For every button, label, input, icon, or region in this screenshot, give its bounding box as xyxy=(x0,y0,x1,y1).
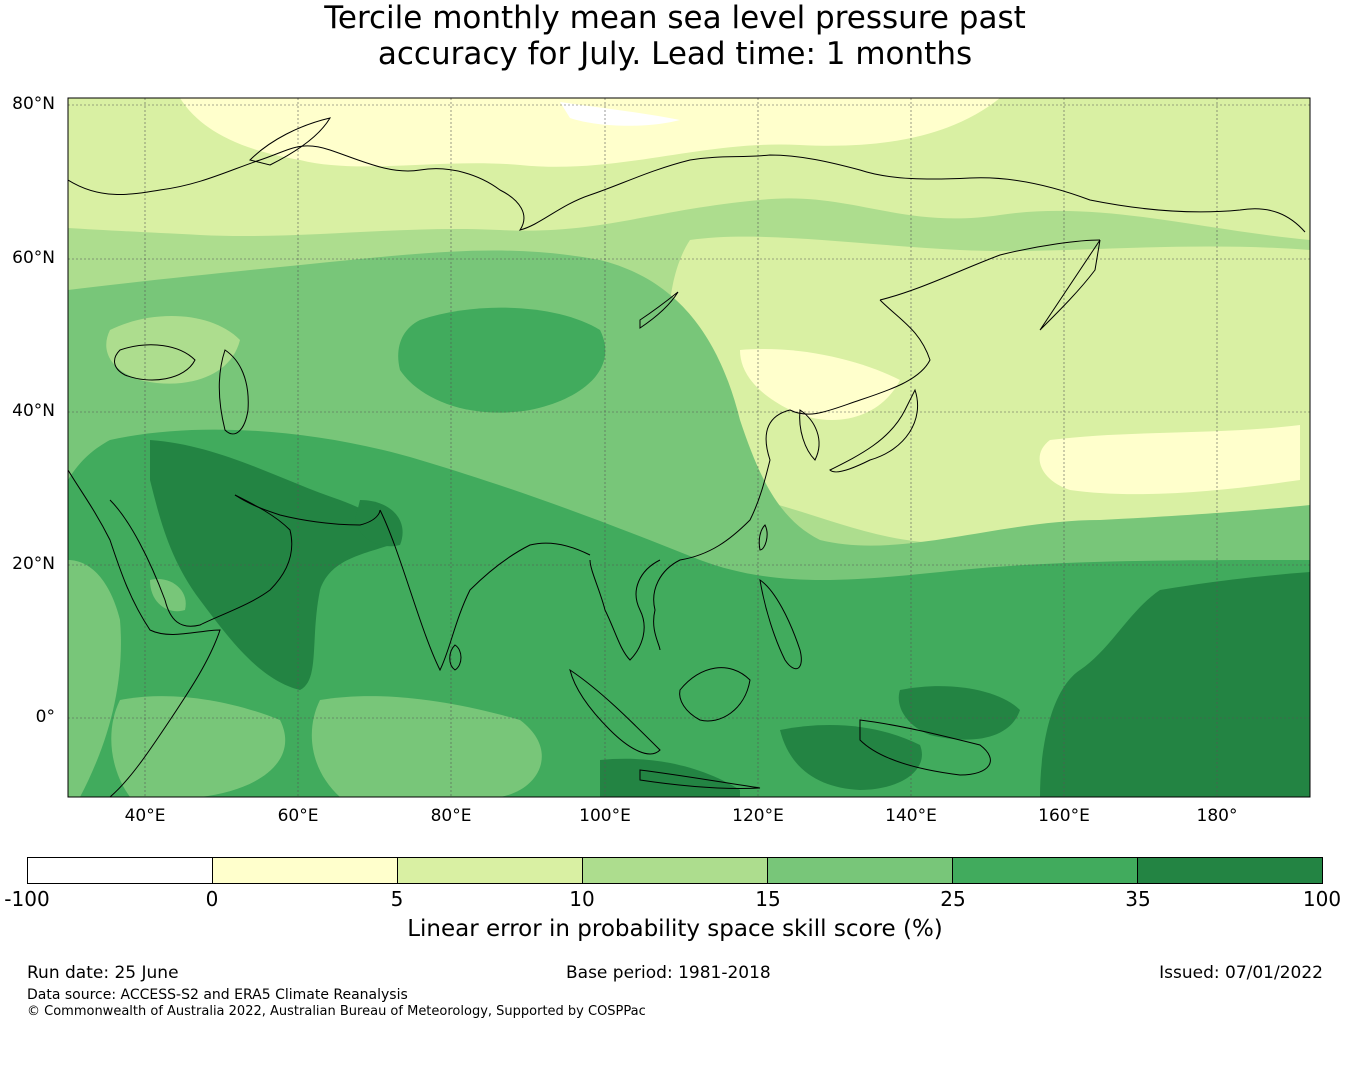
colorbar-tick: 100 xyxy=(1302,887,1342,911)
skill-band-35-100 xyxy=(898,686,1020,740)
lon-label-80e: 80°E xyxy=(430,806,472,826)
skill-band-0-5 xyxy=(740,349,900,420)
lon-label-180: 180° xyxy=(1196,806,1238,826)
skill-band-35-100 xyxy=(150,440,393,690)
colorbar-segment xyxy=(213,858,398,883)
map-frame xyxy=(67,97,1311,798)
lat-label-20n: 20°N xyxy=(12,554,55,574)
colorbar-segment xyxy=(1138,858,1322,883)
copyright: © Commonwealth of Australia 2022, Austra… xyxy=(27,1004,646,1019)
base-period: Base period: 1981-2018 xyxy=(566,963,771,983)
colorbar-tick: 35 xyxy=(1125,887,1151,911)
colorbar xyxy=(27,857,1323,884)
data-source: Data source: ACCESS-S2 and ERA5 Climate … xyxy=(27,987,408,1003)
lat-label-60n: 60°N xyxy=(12,248,55,268)
map-title-line1: Tercile monthly mean sea level pressure … xyxy=(324,0,1026,36)
colorbar-tick: 0 xyxy=(205,887,219,911)
skill-band-35-100 xyxy=(1040,572,1310,797)
lat-label-40n: 40°N xyxy=(12,401,55,421)
run-date: Run date: 25 June xyxy=(27,963,179,983)
skill-band-35-100 xyxy=(780,725,922,790)
skill-band-10-15 xyxy=(106,316,240,384)
colorbar-segment xyxy=(583,858,768,883)
lon-label-140e: 140°E xyxy=(885,806,937,826)
lat-label-0: 0° xyxy=(35,707,55,727)
lon-label-160e: 160°E xyxy=(1038,806,1090,826)
graticule xyxy=(68,98,1310,797)
lon-label-120e: 120°E xyxy=(732,806,784,826)
colorbar-segment xyxy=(953,858,1138,883)
colorbar-tick: 25 xyxy=(940,887,966,911)
colorbar-title: Linear error in probability space skill … xyxy=(407,916,943,942)
colorbar-tick: 10 xyxy=(569,887,595,911)
skill-band-15-25 xyxy=(311,696,542,797)
colorbar-tick: 5 xyxy=(390,887,404,911)
skill-band-0-5 xyxy=(180,98,1000,167)
lon-label-100e: 100°E xyxy=(579,806,631,826)
map-title: Tercile monthly mean sea level pressure … xyxy=(0,0,1350,72)
lon-label-60e: 60°E xyxy=(277,806,319,826)
colorbar-segment xyxy=(398,858,583,883)
lon-label-40e: 40°E xyxy=(124,806,166,826)
skill-band-25-35 xyxy=(398,307,606,413)
issued-date: Issued: 07/01/2022 xyxy=(1159,963,1323,983)
skill-band-15-25 xyxy=(68,560,121,797)
skill-band-15-25 xyxy=(111,696,286,797)
coastlines xyxy=(68,117,1306,797)
skill-band-15-25 xyxy=(150,579,186,612)
colorbar-segment xyxy=(768,858,953,883)
map-title-line2: accuracy for July. Lead time: 1 months xyxy=(377,36,973,72)
colorbar-tick: -100 xyxy=(4,887,50,911)
skill-field xyxy=(68,98,1310,797)
skill-band-negative xyxy=(560,102,680,126)
skill-band-0-5 xyxy=(1039,425,1300,495)
lat-label-80n: 80°N xyxy=(12,94,55,114)
colorbar-tick: 15 xyxy=(755,887,781,911)
colorbar-segment xyxy=(28,858,213,883)
skill-score-map xyxy=(67,97,1311,798)
